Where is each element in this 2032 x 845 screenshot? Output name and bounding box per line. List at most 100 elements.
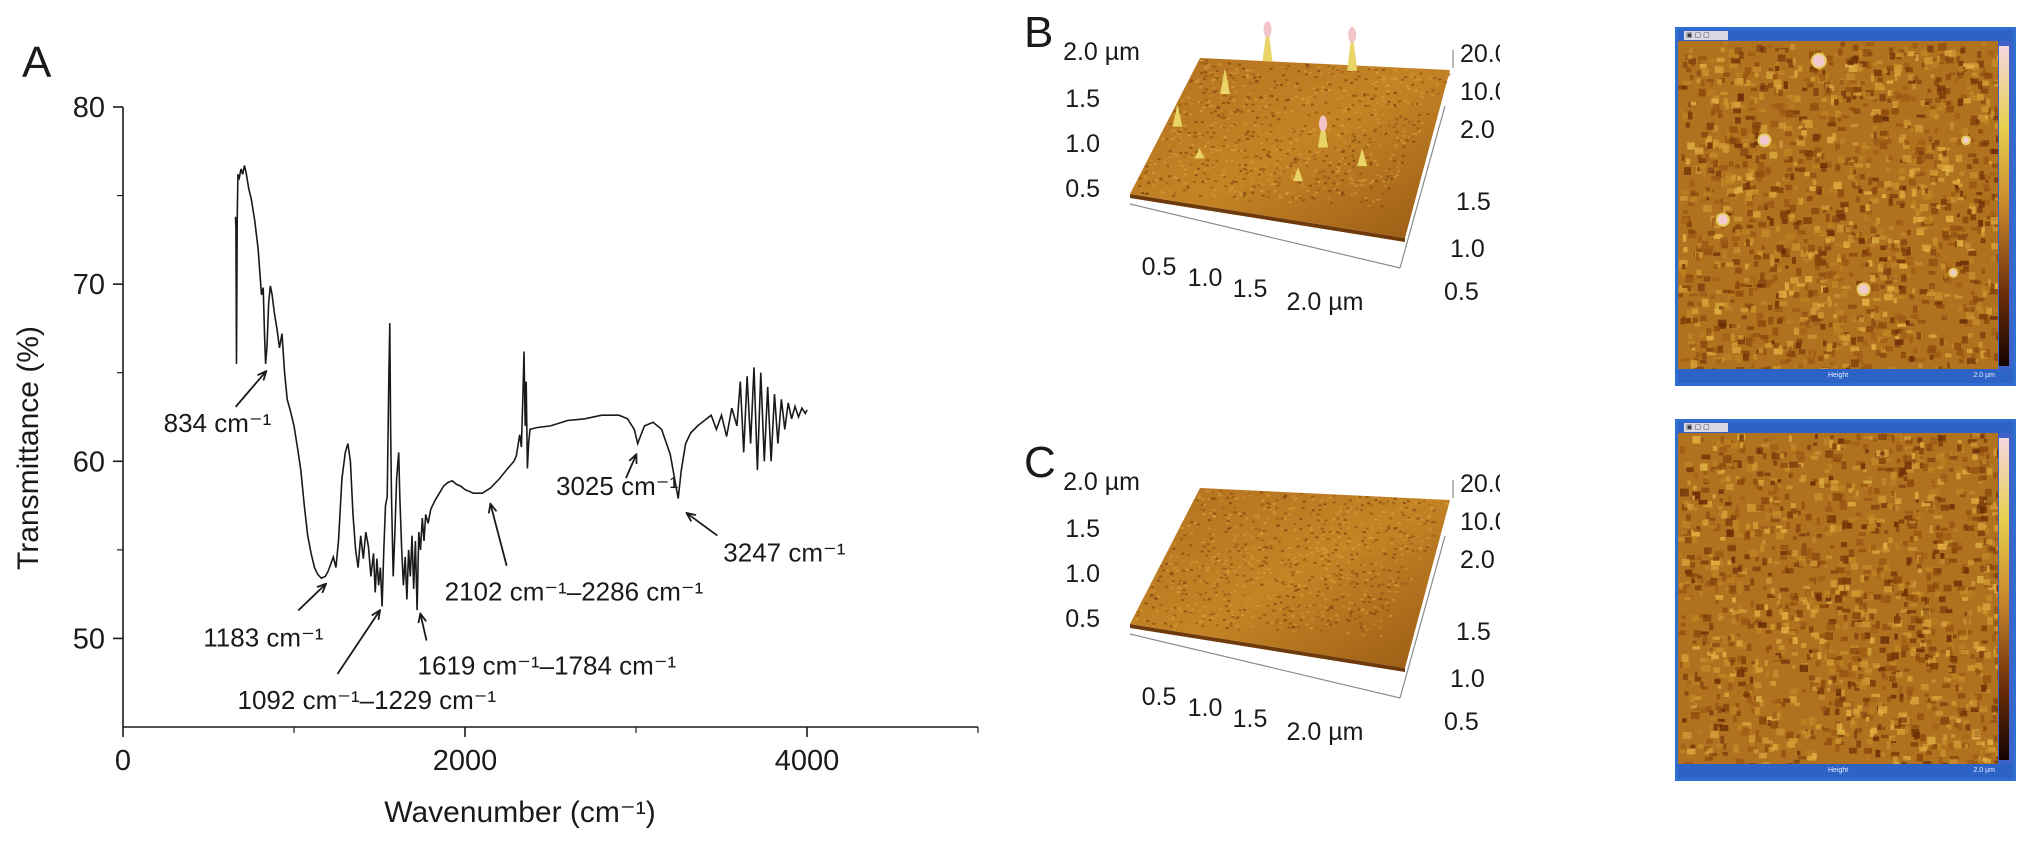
right-axis-label: 1.5 — [1456, 618, 1491, 646]
afm-footer-scale: 2.0 µm — [1973, 767, 1995, 774]
afm-image-tab: ▣ ▢ ▢ — [1684, 31, 1728, 40]
annotation-arrow — [297, 584, 325, 612]
surface-peak — [1347, 28, 1358, 71]
height-map-particle — [1759, 135, 1770, 146]
front-axis-label: 1.0 — [1188, 694, 1223, 722]
surface-edge — [1130, 624, 1405, 672]
left-axis-label: 2.0 µm — [1063, 468, 1140, 496]
afm-3d-surface-c: 2.0 µm 1.5 1.0 0.5 0.5 1.0 1.5 2.0 µm 1.5 1.0 0.5 2… — [1063, 468, 1500, 746]
surface-texture — [1135, 490, 1449, 638]
annotation-label: 3247 cm⁻¹ — [723, 538, 845, 568]
right-axis-label: 0.5 — [1444, 708, 1479, 736]
right-axis-label: 1.0 — [1450, 665, 1485, 693]
afm-image-tab: ▣ ▢ ▢ — [1684, 423, 1728, 432]
afm-footer-height: Height — [1828, 767, 1849, 774]
ftir-axes: 50 60 70 80 0 2000 4000 — [73, 92, 979, 777]
annotation-arrow — [491, 505, 508, 566]
annotation-arrow — [336, 611, 380, 675]
height-map-particle — [1812, 54, 1825, 67]
surface-plane — [1130, 58, 1450, 238]
front-axis-label: 1.5 — [1233, 705, 1268, 733]
annotation-label: 834 cm⁻¹ — [164, 408, 272, 438]
annotation-arrow — [625, 455, 636, 479]
height-map-texture — [1678, 41, 1998, 372]
height-map-particle — [1858, 284, 1869, 295]
left-axis-label: 2.0 µm — [1063, 38, 1140, 66]
annotation-label: 1183 cm⁻¹ — [203, 622, 324, 652]
left-axis-label: 1.0 — [1065, 130, 1100, 158]
x-tick-label: 0 — [115, 745, 131, 777]
x-axis-label: Wavenumber (cm⁻¹) — [384, 796, 655, 829]
left-axis-label: 1.0 — [1065, 560, 1100, 588]
x-tick-label: 4000 — [775, 745, 840, 777]
y-tick-label: 50 — [73, 623, 105, 655]
z-axis-label: 20.0 nm — [1460, 470, 1500, 498]
x-axis-line — [1129, 633, 1401, 699]
z-axis-label: 2.0 µm — [1460, 116, 1500, 144]
annotation-arrow — [234, 372, 266, 408]
front-axis-label: 0.5 — [1142, 683, 1177, 711]
y-tick-label: 80 — [73, 92, 105, 124]
z-axis-label: 2.0 µm — [1460, 546, 1500, 574]
panel-label-a: A — [22, 38, 52, 87]
surface-peak — [1318, 117, 1328, 148]
front-axis-label: 2.0 µm — [1287, 288, 1364, 316]
surface-peak-tip — [1319, 115, 1327, 132]
z-axis-label: 20.0 nm — [1460, 40, 1500, 68]
ftir-chart: 50 60 70 80 0 2000 4000 834 cm⁻¹ 1183 cm⁻¹ 1092 … — [12, 92, 979, 829]
surface-peak — [1220, 68, 1230, 95]
annotation-label: 1619 cm⁻¹–1784 cm⁻¹ — [418, 651, 677, 681]
afm-3d-surface-b: 2.0 µm 1.5 1.0 0.5 0.5 1.0 1.5 2.0 µm 1.5 1.0 0.5 2… — [1063, 21, 1500, 316]
left-axis-label: 0.5 — [1065, 175, 1100, 203]
surface-plane — [1130, 488, 1450, 668]
afm-footer-scale: 2.0 µm — [1973, 372, 1995, 379]
afm-footer-height: Height — [1828, 372, 1849, 379]
height-color-scale-b — [1999, 46, 2009, 366]
height-map-texture — [1678, 433, 1998, 767]
surface-peak — [1262, 23, 1273, 62]
left-axis-label: 0.5 — [1065, 605, 1100, 633]
surface-peak — [1194, 148, 1205, 159]
series-line-transmittance — [234, 165, 808, 611]
y-tick-label: 70 — [73, 269, 105, 301]
right-axis-label: 0.5 — [1444, 278, 1479, 306]
y-tick-label: 60 — [73, 446, 105, 478]
right-axis-label: 1.5 — [1456, 188, 1491, 216]
surface-peak — [1357, 148, 1368, 167]
height-map-particle — [1963, 137, 1969, 144]
ftir-annotations: 834 cm⁻¹ 1183 cm⁻¹ 1092 cm⁻¹–1229 cm⁻¹ 1619… — [164, 372, 846, 715]
afm-height-image-c: ▣ ▢ ▢ Height 2.0 µm — [1675, 419, 2016, 781]
surface-peak — [1293, 167, 1303, 182]
height-color-scale-c — [1999, 438, 2009, 760]
x-axis-line — [1129, 203, 1401, 269]
annotation-arrow — [687, 514, 718, 537]
afm-image-title-bar: ▣ ▢ ▢ — [1678, 422, 2013, 433]
front-axis-label: 2.0 µm — [1287, 718, 1364, 746]
y-axis-line — [1399, 535, 1446, 699]
y-axis-label: Transmittance (%) — [12, 326, 45, 570]
surface-peak — [1172, 104, 1183, 127]
left-axis-label: 1.5 — [1065, 85, 1100, 113]
front-axis-label: 1.0 — [1188, 264, 1223, 292]
surface-peak-tip — [1348, 26, 1357, 43]
annotation-label: 3025 cm⁻¹ — [556, 471, 678, 501]
left-axis-label: 1.5 — [1065, 515, 1100, 543]
surface-edge — [1130, 194, 1405, 242]
afm-image-footer: Height 2.0 µm — [1678, 369, 2013, 383]
z-axis-label: 10.0 nm — [1460, 78, 1500, 106]
front-axis-label: 1.5 — [1233, 275, 1268, 303]
x-tick-label: 2000 — [433, 745, 498, 777]
panel-label-b: B — [1024, 8, 1054, 57]
afm-height-map-c — [1678, 433, 1998, 767]
front-axis-label: 0.5 — [1142, 253, 1177, 281]
surface-peak-tip — [1263, 21, 1272, 38]
afm-height-map-b — [1678, 41, 1998, 372]
annotation-label: 1092 cm⁻¹–1229 cm⁻¹ — [238, 685, 497, 715]
annotation-label: 2102 cm⁻¹–2286 cm⁻¹ — [445, 577, 704, 607]
height-map-particle — [1717, 214, 1728, 225]
afm-image-footer: Height 2.0 µm — [1678, 764, 2013, 778]
afm-image-title-bar: ▣ ▢ ▢ — [1678, 30, 2013, 41]
annotation-arrow — [421, 615, 428, 641]
z-axis-label: 10.0 nm — [1460, 508, 1500, 536]
y-axis-line — [1399, 105, 1446, 269]
